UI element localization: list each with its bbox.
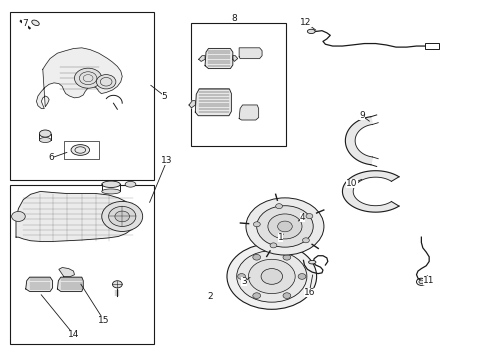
Text: 10: 10 <box>346 179 358 188</box>
Bar <box>10 185 154 344</box>
Circle shape <box>306 213 313 219</box>
Polygon shape <box>57 277 83 292</box>
Text: 12: 12 <box>300 18 312 27</box>
Circle shape <box>253 255 261 260</box>
Polygon shape <box>189 101 196 108</box>
Polygon shape <box>199 56 205 62</box>
Text: 13: 13 <box>161 156 173 165</box>
Circle shape <box>12 211 25 221</box>
Polygon shape <box>59 267 74 276</box>
Circle shape <box>248 259 295 294</box>
Bar <box>64 141 99 159</box>
Text: 7: 7 <box>22 19 27 28</box>
Polygon shape <box>16 192 137 242</box>
Circle shape <box>257 206 313 247</box>
Polygon shape <box>239 48 262 59</box>
Circle shape <box>298 274 306 279</box>
Text: 1: 1 <box>278 233 283 242</box>
Text: 15: 15 <box>98 315 109 324</box>
Text: 6: 6 <box>49 153 54 162</box>
Bar <box>10 12 154 180</box>
Circle shape <box>302 238 309 243</box>
Circle shape <box>283 293 291 298</box>
Circle shape <box>270 243 277 248</box>
Polygon shape <box>233 56 238 62</box>
Circle shape <box>227 244 317 309</box>
Polygon shape <box>205 49 233 68</box>
Circle shape <box>238 274 245 279</box>
Ellipse shape <box>307 29 315 33</box>
Circle shape <box>268 214 302 239</box>
Circle shape <box>109 206 136 226</box>
Text: 16: 16 <box>304 288 315 297</box>
Bar <box>192 23 287 146</box>
Text: 8: 8 <box>231 14 237 23</box>
Ellipse shape <box>32 20 39 26</box>
Circle shape <box>237 251 307 302</box>
Ellipse shape <box>71 145 90 156</box>
Text: 9: 9 <box>359 111 365 120</box>
Circle shape <box>246 198 324 255</box>
Ellipse shape <box>102 181 120 188</box>
Circle shape <box>97 75 116 89</box>
Polygon shape <box>26 277 52 292</box>
Text: 14: 14 <box>68 330 79 339</box>
Circle shape <box>102 202 143 231</box>
Ellipse shape <box>39 138 51 143</box>
Ellipse shape <box>113 281 122 288</box>
Text: 11: 11 <box>423 276 435 285</box>
Ellipse shape <box>125 181 136 187</box>
Text: 5: 5 <box>162 91 168 100</box>
Circle shape <box>278 221 292 232</box>
Text: 3: 3 <box>241 277 247 286</box>
Polygon shape <box>196 89 231 116</box>
Ellipse shape <box>39 130 51 137</box>
Polygon shape <box>239 105 259 120</box>
Circle shape <box>74 68 102 88</box>
Bar <box>425 43 439 49</box>
Polygon shape <box>36 48 122 109</box>
Circle shape <box>276 204 283 209</box>
Polygon shape <box>345 117 372 165</box>
Ellipse shape <box>309 260 316 264</box>
Circle shape <box>253 222 260 227</box>
Polygon shape <box>343 171 399 212</box>
Text: 2: 2 <box>207 292 213 301</box>
Text: 4: 4 <box>300 213 305 222</box>
Circle shape <box>115 211 129 222</box>
Circle shape <box>261 269 283 284</box>
Circle shape <box>283 255 291 260</box>
Circle shape <box>253 293 261 298</box>
Circle shape <box>419 280 424 284</box>
Ellipse shape <box>102 189 120 194</box>
